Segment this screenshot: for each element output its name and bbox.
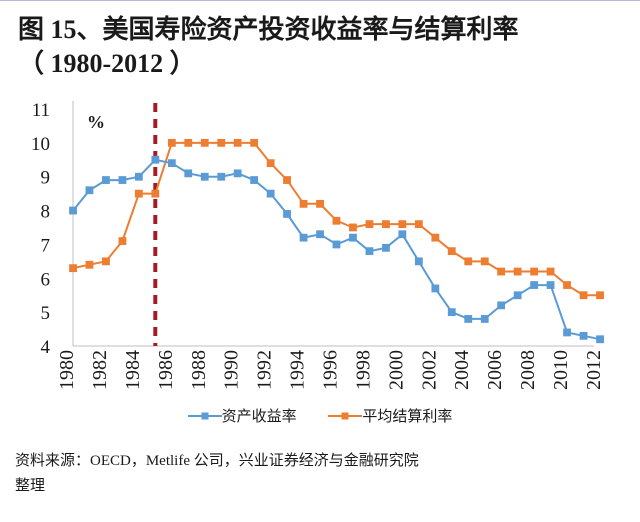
svg-text:5: 5: [41, 303, 51, 324]
svg-text:1980: 1980: [56, 350, 78, 390]
svg-text:1996: 1996: [320, 350, 342, 390]
svg-text:4: 4: [41, 337, 51, 358]
svg-text:1988: 1988: [188, 350, 210, 390]
svg-text:7: 7: [41, 235, 51, 256]
svg-text:%: %: [87, 112, 105, 132]
svg-text:9: 9: [41, 168, 51, 189]
svg-text:1986: 1986: [155, 350, 177, 390]
svg-text:11: 11: [32, 100, 50, 121]
svg-text:6: 6: [41, 269, 51, 290]
svg-text:1994: 1994: [287, 350, 309, 390]
svg-text:1998: 1998: [352, 350, 374, 390]
svg-text:2008: 2008: [517, 350, 539, 390]
svg-text:1982: 1982: [89, 350, 111, 390]
svg-text:2012: 2012: [583, 350, 605, 390]
svg-text:2004: 2004: [451, 350, 473, 390]
svg-text:8: 8: [41, 202, 51, 223]
svg-text:1990: 1990: [221, 350, 243, 390]
svg-text:2006: 2006: [484, 350, 506, 390]
svg-text:1992: 1992: [254, 350, 276, 390]
svg-text:2010: 2010: [550, 350, 572, 390]
svg-text:2000: 2000: [385, 350, 407, 390]
svg-text:1984: 1984: [122, 350, 144, 390]
svg-text:2002: 2002: [418, 350, 440, 390]
svg-text:10: 10: [31, 134, 50, 155]
